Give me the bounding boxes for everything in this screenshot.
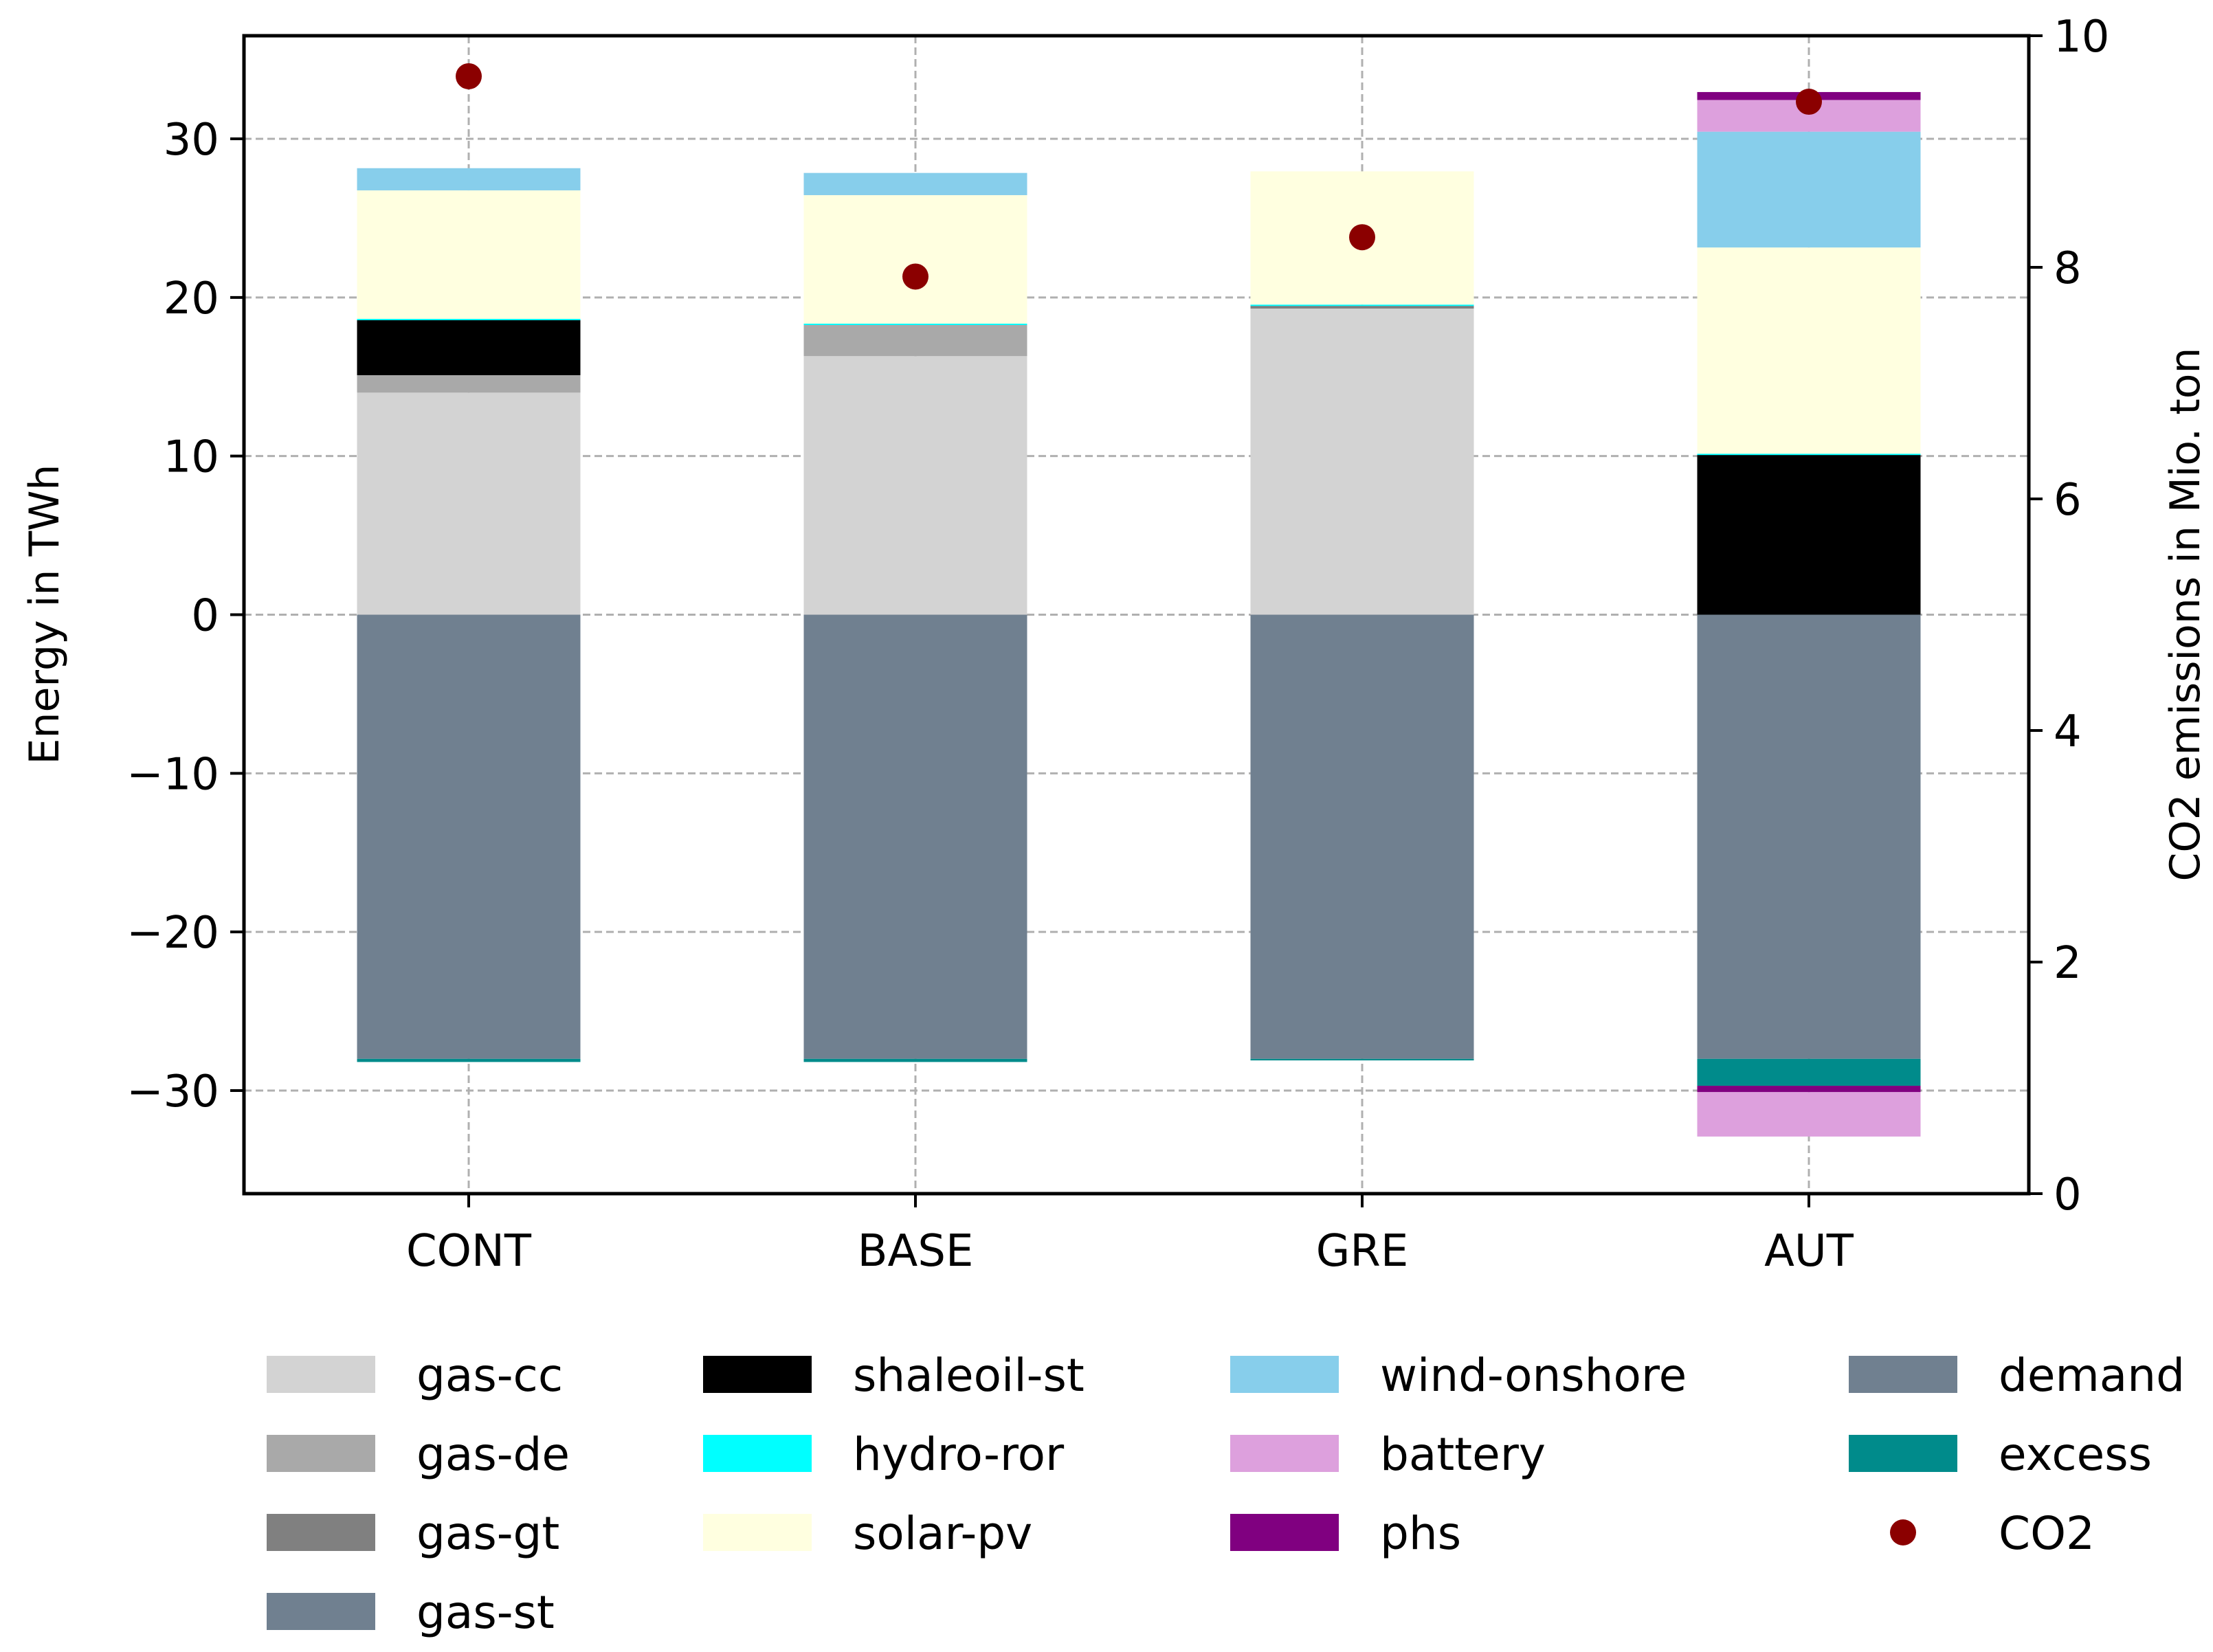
bar-segment-demand-gre xyxy=(1250,614,1474,1059)
legend-swatch xyxy=(267,1593,375,1630)
x-tick-label-aut: AUT xyxy=(1764,1226,1854,1277)
bar-segment-hydro-ror-cont xyxy=(357,319,581,321)
x-tick-label-base: BASE xyxy=(858,1226,974,1277)
bar-segment-hydro-ror-gre xyxy=(1250,304,1474,306)
legend-swatch xyxy=(703,1435,812,1472)
bar-segment-shaleoil-st-cont xyxy=(357,320,581,375)
co2-markers xyxy=(456,63,1822,290)
right-tick-label: 10 xyxy=(2054,12,2109,63)
right-axis-title: CO2 emissions in Mio. ton xyxy=(2161,348,2210,882)
x-tick-label-cont: CONT xyxy=(406,1226,532,1277)
bar-segment-gas-de-cont xyxy=(357,375,581,393)
bar-segment-gas-cc-cont xyxy=(357,392,581,615)
legend-item-co2: CO2 xyxy=(1890,1507,2095,1560)
bar-segment-shaleoil-st-aut xyxy=(1697,454,1921,615)
bar-segment-gas-de-base xyxy=(803,324,1027,357)
left-y-axis: −30 −20 −10 0 10 20 30 xyxy=(126,115,244,1117)
bar-segment-excess-cont xyxy=(357,1058,581,1062)
legend-label: wind-onshore xyxy=(1380,1349,1687,1402)
x-tick-label-gre: GRE xyxy=(1316,1226,1409,1277)
legend-label: hydro-ror xyxy=(853,1428,1065,1481)
bar-segment-demand-cont xyxy=(357,614,581,1059)
legend-item-demand: demand xyxy=(1849,1349,2185,1402)
legend-label: demand xyxy=(1999,1349,2185,1402)
co2-point-base xyxy=(902,263,928,290)
bars xyxy=(357,91,1921,1137)
legend-swatch xyxy=(703,1514,812,1551)
co2-point-gre xyxy=(1349,224,1375,251)
bar-segment-demand-aut xyxy=(1697,614,1921,1059)
legend-item-gas-cc: gas-cc xyxy=(267,1349,563,1402)
legend-swatch xyxy=(703,1356,812,1393)
bar-segment-solar-pv-base xyxy=(803,194,1027,324)
right-tick-label: 8 xyxy=(2054,243,2082,294)
legend-swatch xyxy=(267,1435,375,1472)
bar-segment-battery-aut xyxy=(1697,1092,1921,1137)
legend-swatch xyxy=(1230,1435,1339,1472)
legend-item-shaleoil-st: shaleoil-st xyxy=(703,1349,1085,1402)
bar-segment-wind-onshore-cont xyxy=(357,168,581,191)
right-tick-label: 6 xyxy=(2054,475,2082,526)
legend-item-gas-st: gas-st xyxy=(267,1586,555,1639)
legend-label: phs xyxy=(1380,1507,1461,1560)
bar-segment-solar-pv-aut xyxy=(1697,247,1921,454)
bar-segment-excess-base xyxy=(803,1058,1027,1062)
right-tick-label: 4 xyxy=(2054,706,2082,757)
left-axis-title: Energy in TWh xyxy=(21,465,69,765)
bar-segment-demand-base xyxy=(803,614,1027,1059)
bar-segment-wind-onshore-aut xyxy=(1697,131,1921,248)
legend-swatch xyxy=(1849,1435,1957,1472)
legend-swatch xyxy=(1849,1356,1957,1393)
legend-label: battery xyxy=(1380,1428,1546,1481)
legend-label: solar-pv xyxy=(853,1507,1032,1560)
legend-swatch xyxy=(267,1356,375,1393)
legend-label: shaleoil-st xyxy=(853,1349,1085,1402)
legend-item-solar-pv: solar-pv xyxy=(703,1507,1032,1560)
left-tick-label: −10 xyxy=(126,749,219,800)
left-tick-label: 0 xyxy=(191,591,219,642)
left-tick-label: −20 xyxy=(126,908,219,959)
legend-label: excess xyxy=(1999,1428,2152,1481)
right-tick-label: 2 xyxy=(2054,938,2082,989)
x-axis: CONT BASE GRE AUT xyxy=(406,1194,1854,1277)
legend-label: gas-st xyxy=(416,1586,555,1639)
legend-item-wind-onshore: wind-onshore xyxy=(1230,1349,1687,1402)
legend-item-excess: excess xyxy=(1849,1428,2152,1481)
legend-item-gas-gt: gas-gt xyxy=(267,1507,559,1560)
bar-segment-phs-aut xyxy=(1697,1086,1921,1093)
left-tick-label: 10 xyxy=(164,432,219,483)
legend-label: gas-de xyxy=(416,1428,570,1481)
bar-segment-gas-cc-base xyxy=(803,356,1027,615)
legend-swatch xyxy=(1230,1514,1339,1551)
legend-marker xyxy=(1890,1519,1916,1545)
left-tick-label: 20 xyxy=(164,274,219,324)
bar-segment-excess-aut xyxy=(1697,1058,1921,1086)
bar-segment-gas-gt-gre xyxy=(1250,305,1474,309)
right-y-axis: 0 2 4 6 8 10 xyxy=(2029,12,2109,1220)
legend: gas-cc gas-de gas-gt gas-st shaleoil-st hydro… xyxy=(267,1349,2185,1639)
legend-item-gas-de: gas-de xyxy=(267,1428,570,1481)
bar-segment-hydro-ror-aut xyxy=(1697,454,1921,456)
legend-item-hydro-ror: hydro-ror xyxy=(703,1428,1065,1481)
left-tick-label: −30 xyxy=(126,1067,219,1117)
bar-segment-hydro-ror-base xyxy=(803,323,1027,325)
co2-point-cont xyxy=(456,63,482,89)
right-tick-label: 0 xyxy=(2054,1170,2082,1220)
bar-segment-gas-cc-gre xyxy=(1250,309,1474,615)
legend-label: gas-cc xyxy=(416,1349,563,1402)
legend-label: CO2 xyxy=(1999,1507,2095,1560)
bar-segment-excess-gre xyxy=(1250,1058,1474,1061)
legend-swatch xyxy=(267,1514,375,1551)
legend-item-phs: phs xyxy=(1230,1507,1461,1560)
legend-label: gas-gt xyxy=(416,1507,559,1560)
bar-segment-solar-pv-cont xyxy=(357,190,581,320)
legend-item-battery: battery xyxy=(1230,1428,1546,1481)
legend-swatch xyxy=(1230,1356,1339,1393)
bar-segment-wind-onshore-base xyxy=(803,172,1027,195)
left-tick-label: 30 xyxy=(164,115,219,166)
co2-point-aut xyxy=(1796,89,1822,115)
